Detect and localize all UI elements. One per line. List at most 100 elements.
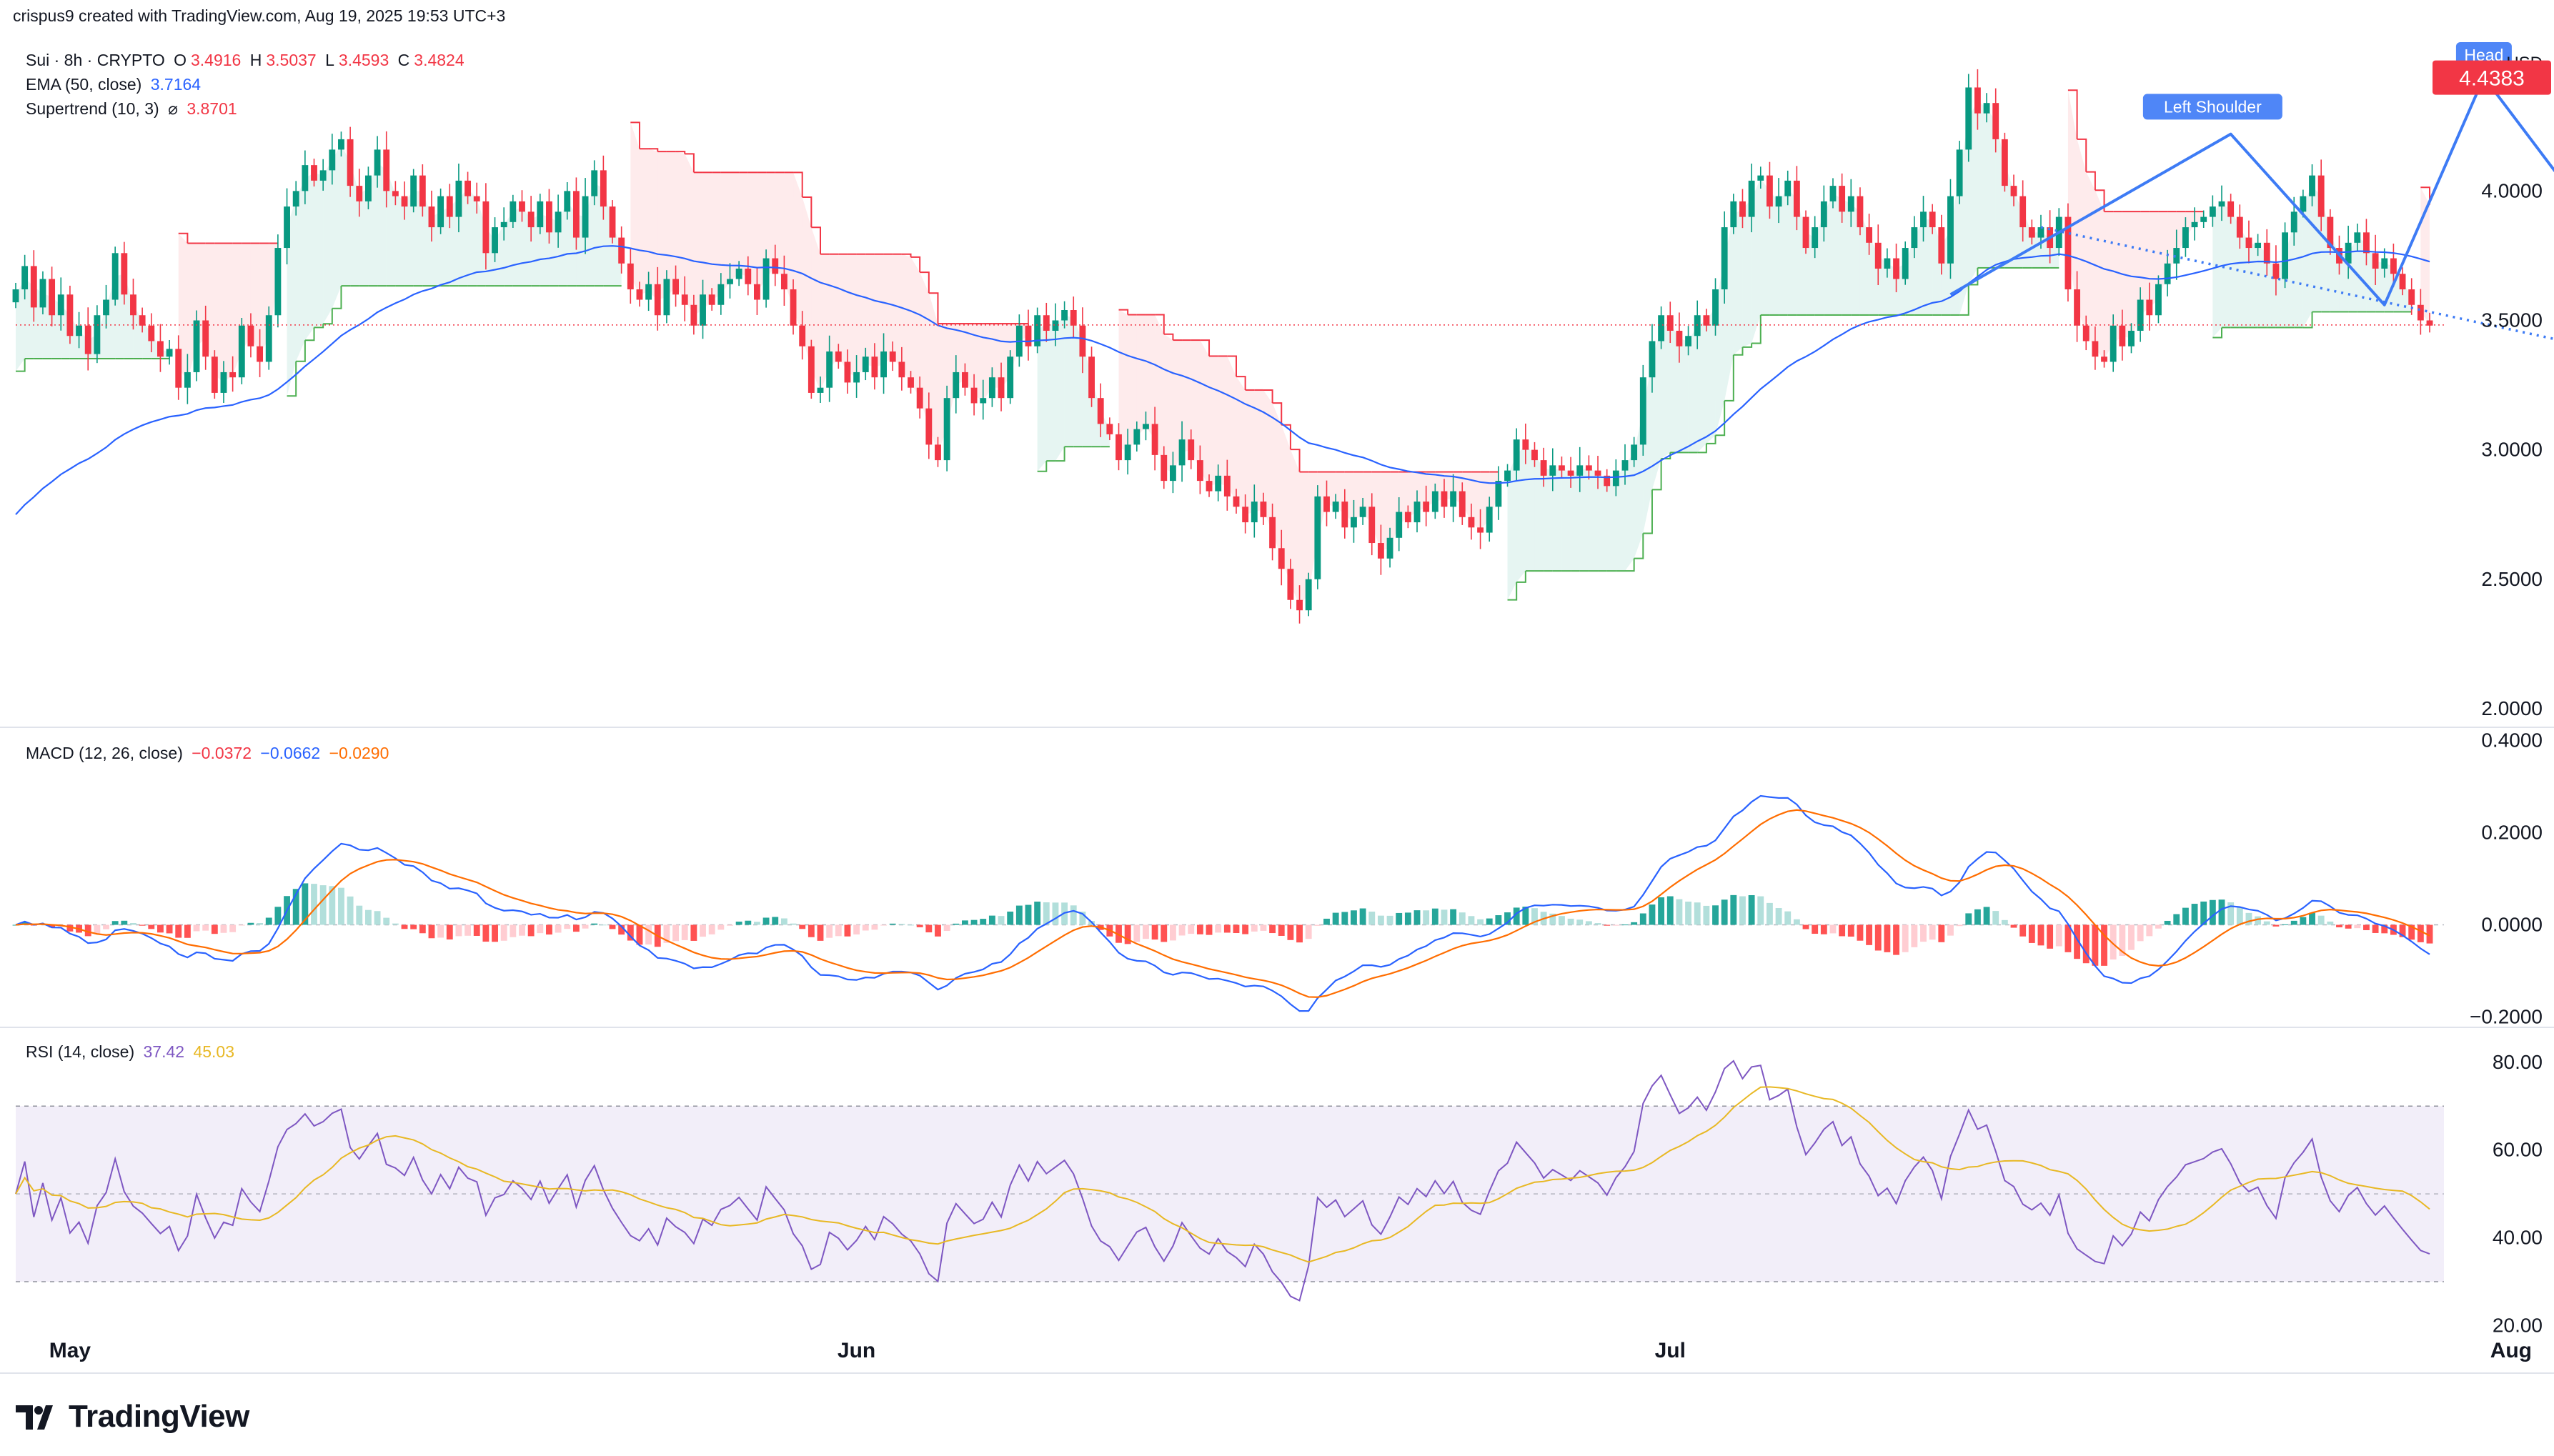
candle[interactable]: [1775, 178, 1782, 224]
candle[interactable]: [319, 159, 327, 191]
candle[interactable]: [1332, 494, 1339, 519]
candle[interactable]: [1983, 93, 1990, 123]
candle[interactable]: [1251, 484, 1258, 538]
candle[interactable]: [1079, 307, 1086, 374]
candle[interactable]: [1812, 216, 1819, 259]
candle[interactable]: [311, 159, 317, 187]
pattern-label[interactable]: Left Shoulder: [2142, 94, 2282, 120]
candle[interactable]: [708, 288, 715, 311]
candle[interactable]: [835, 344, 842, 369]
candle[interactable]: [1757, 166, 1764, 189]
candle[interactable]: [1721, 211, 1728, 304]
candle[interactable]: [2245, 220, 2252, 264]
candle[interactable]: [953, 355, 960, 414]
candlestick-series[interactable]: [12, 69, 2433, 624]
candle[interactable]: [211, 350, 218, 399]
candle[interactable]: [446, 184, 453, 229]
candle[interactable]: [618, 226, 625, 274]
candle[interactable]: [998, 362, 1005, 412]
candle[interactable]: [2209, 195, 2216, 227]
candle[interactable]: [76, 311, 82, 349]
candle[interactable]: [1712, 278, 1719, 336]
candle[interactable]: [2119, 309, 2126, 361]
candle[interactable]: [1133, 421, 1141, 452]
candle[interactable]: [1260, 492, 1267, 525]
candle[interactable]: [988, 367, 995, 407]
candle[interactable]: [428, 190, 435, 242]
candle[interactable]: [555, 194, 562, 248]
candle[interactable]: [582, 178, 589, 254]
candle[interactable]: [1802, 210, 1809, 254]
candle[interactable]: [980, 379, 987, 420]
candle[interactable]: [908, 371, 914, 394]
candle[interactable]: [2272, 245, 2280, 296]
candle[interactable]: [700, 279, 706, 339]
candle[interactable]: [39, 271, 46, 315]
candle[interactable]: [754, 266, 760, 315]
candle[interactable]: [2128, 323, 2135, 354]
candle[interactable]: [1359, 497, 1366, 525]
candle[interactable]: [2218, 185, 2225, 221]
candle[interactable]: [510, 194, 517, 228]
candle[interactable]: [727, 263, 733, 299]
candle[interactable]: [1233, 489, 1240, 514]
candle[interactable]: [672, 265, 680, 307]
candle[interactable]: [238, 318, 245, 384]
macd-legend[interactable]: MACD (12, 26, close) −0.0372 −0.0662 −0.…: [26, 743, 393, 763]
candle[interactable]: [1495, 466, 1502, 520]
candle[interactable]: [2101, 350, 2107, 368]
candle[interactable]: [473, 182, 480, 214]
candle[interactable]: [690, 294, 697, 335]
candle[interactable]: [925, 392, 933, 459]
candle[interactable]: [1666, 301, 1674, 344]
candle[interactable]: [410, 169, 417, 213]
candle[interactable]: [1874, 224, 1882, 286]
candle[interactable]: [2146, 282, 2153, 331]
candle[interactable]: [2255, 234, 2262, 256]
candle[interactable]: [2155, 275, 2162, 324]
candle[interactable]: [130, 279, 136, 330]
candle[interactable]: [492, 217, 498, 262]
candle[interactable]: [572, 177, 580, 250]
candle[interactable]: [139, 307, 146, 333]
candle[interactable]: [500, 207, 507, 241]
candle[interactable]: [383, 131, 390, 208]
candle[interactable]: [2354, 223, 2361, 251]
candle[interactable]: [1829, 178, 1837, 209]
candle[interactable]: [853, 355, 860, 398]
candle[interactable]: [681, 276, 688, 321]
tradingview-logo[interactable]: TradingView: [16, 1399, 249, 1437]
candle[interactable]: [1594, 456, 1601, 489]
candle[interactable]: [799, 311, 806, 360]
candle[interactable]: [745, 256, 752, 296]
candle[interactable]: [392, 181, 399, 206]
candle[interactable]: [1368, 493, 1376, 556]
candle[interactable]: [2327, 209, 2334, 255]
candle[interactable]: [2092, 326, 2099, 370]
candle[interactable]: [1938, 214, 1945, 275]
candle[interactable]: [1206, 474, 1213, 497]
candle[interactable]: [1631, 437, 1638, 467]
candle[interactable]: [1242, 494, 1249, 534]
candle[interactable]: [1296, 585, 1303, 624]
candle[interactable]: [464, 171, 472, 204]
candle[interactable]: [2381, 248, 2388, 278]
candle[interactable]: [1857, 187, 1864, 236]
candle[interactable]: [1559, 457, 1565, 479]
candle[interactable]: [1161, 446, 1168, 489]
candle[interactable]: [1920, 196, 1927, 242]
candle[interactable]: [2282, 222, 2289, 289]
candle[interactable]: [2110, 314, 2117, 372]
candle[interactable]: [862, 347, 869, 381]
candle[interactable]: [2173, 229, 2180, 280]
candle[interactable]: [1793, 166, 1800, 231]
candle[interactable]: [1549, 448, 1556, 492]
candle[interactable]: [2064, 203, 2072, 302]
candle[interactable]: [1639, 364, 1646, 456]
candle[interactable]: [2227, 194, 2235, 224]
candle[interactable]: [1287, 559, 1294, 609]
candle[interactable]: [2390, 243, 2397, 287]
candle[interactable]: [166, 339, 173, 365]
candle[interactable]: [1441, 479, 1448, 518]
candle[interactable]: [627, 247, 634, 304]
